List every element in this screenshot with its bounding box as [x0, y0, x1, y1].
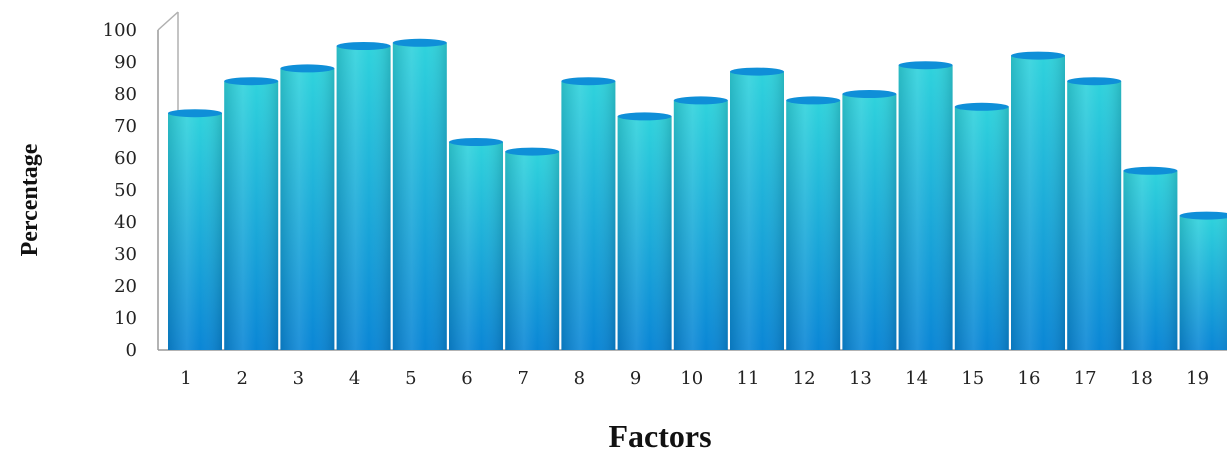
bar	[224, 77, 279, 350]
x-tick-label: 3	[293, 368, 304, 389]
bar	[505, 147, 560, 350]
bar-shine	[1123, 170, 1178, 350]
y-tick-label: 100	[103, 20, 137, 41]
bar-shine	[224, 81, 279, 350]
bar-shine	[673, 100, 728, 351]
bar-cap	[168, 109, 222, 118]
bar	[786, 96, 841, 351]
bar	[1179, 211, 1227, 350]
y-axis-ticks: 0 10 20 30 40 50 60 70 80 90 100	[103, 20, 137, 361]
bar-cap	[898, 61, 953, 70]
y-tick-label: 40	[114, 212, 137, 233]
y-tick-label: 30	[114, 244, 137, 265]
bar-cap	[224, 77, 279, 86]
x-tick-label: 16	[1018, 368, 1041, 389]
bar	[954, 102, 1009, 350]
bar	[1067, 77, 1122, 350]
bar-cap	[392, 38, 447, 47]
bar	[168, 109, 222, 350]
bar	[561, 77, 616, 350]
bar	[842, 90, 897, 350]
bar	[280, 64, 335, 351]
x-tick-label: 13	[849, 368, 872, 389]
y-tick-label: 10	[114, 308, 137, 329]
x-tick-label: 15	[961, 368, 984, 389]
bar	[730, 67, 784, 350]
bar-cap	[1011, 51, 1065, 60]
bar	[392, 38, 447, 351]
bar-shine	[168, 113, 222, 350]
x-axis-label: Factors	[608, 418, 711, 449]
x-tick-label: 19	[1186, 368, 1209, 389]
back-wall-top	[157, 11, 179, 31]
bar	[898, 61, 953, 350]
y-tick-label: 20	[114, 276, 137, 297]
x-tick-label: 4	[349, 368, 360, 389]
bar-cap	[280, 64, 335, 73]
bar-cap	[617, 112, 672, 121]
bar-cap	[730, 67, 784, 76]
bar-shine	[617, 116, 672, 351]
bar-cap	[336, 42, 391, 50]
bar-shine	[786, 100, 841, 351]
bar-shine	[898, 65, 953, 350]
bar-cap	[1067, 77, 1122, 86]
bar-shine	[1011, 55, 1065, 350]
bar-shine	[1179, 215, 1227, 350]
bar	[336, 42, 391, 350]
y-tick-label: 50	[114, 180, 137, 201]
bar-cap	[1123, 166, 1178, 175]
bar-cap	[842, 90, 897, 98]
x-tick-label: 14	[905, 368, 928, 389]
x-tick-label: 8	[574, 368, 585, 389]
x-tick-label: 6	[461, 368, 472, 389]
y-tick-label: 70	[114, 116, 137, 137]
x-tick-label: 9	[630, 368, 641, 389]
bar-shine	[449, 142, 503, 350]
bar-shine	[842, 94, 897, 350]
bar-cap	[561, 77, 616, 86]
bar-shine	[336, 46, 391, 350]
x-tick-label: 12	[793, 368, 816, 389]
bar-cap	[449, 138, 503, 146]
y-tick-label: 60	[114, 148, 137, 169]
bar	[449, 138, 503, 350]
x-tick-label: 7	[517, 368, 528, 389]
bar	[617, 112, 672, 351]
y-axis-label: Percentage	[17, 143, 43, 256]
bar	[673, 96, 728, 351]
bar-cap	[673, 96, 728, 105]
bar-cap	[954, 102, 1009, 111]
y-tick-label: 0	[126, 340, 137, 361]
x-tick-label: 10	[680, 368, 703, 389]
bar-shine	[392, 42, 447, 351]
bar-cap	[786, 96, 841, 105]
bars	[168, 38, 1227, 351]
x-tick-label: 5	[405, 368, 416, 389]
bar	[1123, 166, 1178, 350]
x-axis-ticks: 1 2 3 4 5 6 7 8 9 10 11 12 13 14 15 16 17 18 19	[180, 368, 1209, 389]
x-tick-label: 17	[1074, 368, 1097, 389]
bar-cap	[1179, 211, 1227, 220]
x-tick-label: 11	[737, 368, 760, 389]
bar-shine	[730, 71, 784, 350]
bar-shine	[505, 151, 560, 350]
y-tick-label: 90	[114, 52, 137, 73]
bar-shine	[561, 81, 616, 350]
bar-cap	[505, 147, 560, 156]
bar-shine	[280, 68, 335, 351]
y-tick-label: 80	[114, 84, 137, 105]
bar-shine	[954, 106, 1009, 350]
bar-shine	[1067, 81, 1122, 350]
bar	[1011, 51, 1065, 350]
x-tick-label: 1	[180, 368, 191, 389]
x-tick-label: 2	[236, 368, 247, 389]
x-tick-label: 18	[1130, 368, 1153, 389]
